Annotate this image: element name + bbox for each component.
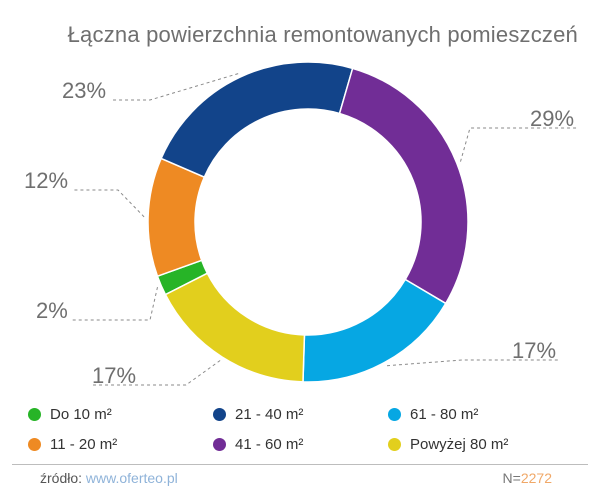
slice-41-60 — [338, 67, 469, 305]
legend-label: Powyżej 80 m² — [410, 436, 509, 453]
slice-21-40 — [160, 61, 354, 179]
slice-powyzej-80 — [164, 272, 306, 383]
value-label-41-60: 29% — [530, 106, 574, 131]
legend-label: 61 - 80 m² — [410, 406, 479, 423]
chart-title: Łączna powierzchnia remontowanych pomies… — [67, 22, 578, 47]
leader-line-61-80 — [386, 359, 560, 367]
legend-item-41-60: 41 - 60 m² — [213, 436, 303, 453]
legend-swatch — [388, 408, 401, 421]
slice-61-80 — [302, 278, 447, 383]
value-label-11-20: 12% — [24, 168, 68, 193]
sample-size: N=2272 — [503, 470, 552, 486]
legend-swatch — [213, 408, 226, 421]
value-label-powyzej-80: 17% — [92, 363, 136, 388]
value-label-do-10: 2% — [36, 298, 68, 323]
leader-line-do-10 — [72, 287, 158, 321]
legend-swatch — [28, 408, 41, 421]
legend-swatch — [213, 438, 226, 451]
leader-line-powyzej-80 — [92, 360, 221, 386]
donut-chart: 2% 12% 23% 29% 17% 17% — [24, 61, 578, 388]
legend-swatch — [388, 438, 401, 451]
value-label-61-80: 17% — [512, 338, 556, 363]
legend-label: Do 10 m² — [50, 406, 112, 423]
leader-line-41-60 — [460, 127, 578, 162]
legend-item-do-10: Do 10 m² — [28, 406, 112, 423]
leader-line-11-20 — [74, 189, 145, 218]
legend-swatch — [28, 438, 41, 451]
source-note: źródło: www.oferteo.pl — [40, 470, 178, 486]
source-label: źródło: — [40, 470, 83, 486]
legend-label: 41 - 60 m² — [235, 436, 304, 453]
legend-label: 11 - 20 m² — [50, 436, 118, 453]
legend-item-11-20: 11 - 20 m² — [28, 436, 117, 453]
sample-size-label: N= — [502, 470, 521, 486]
legend: Do 10 m² 21 - 40 m² 61 - 80 m² 11 - 20 m… — [28, 402, 588, 462]
leader-line-21-40 — [112, 73, 239, 101]
legend-item-powyzej-80: Powyżej 80 m² — [388, 436, 508, 453]
slice-11-20 — [147, 157, 206, 278]
legend-item-21-40: 21 - 40 m² — [213, 406, 303, 423]
legend-item-61-80: 61 - 80 m² — [388, 406, 478, 423]
legend-label: 21 - 40 m² — [235, 406, 304, 423]
source-link[interactable]: www.oferteo.pl — [85, 470, 178, 486]
sample-size-value: 2272 — [520, 470, 552, 486]
value-label-21-40: 23% — [62, 78, 106, 103]
footer-divider — [12, 464, 588, 465]
